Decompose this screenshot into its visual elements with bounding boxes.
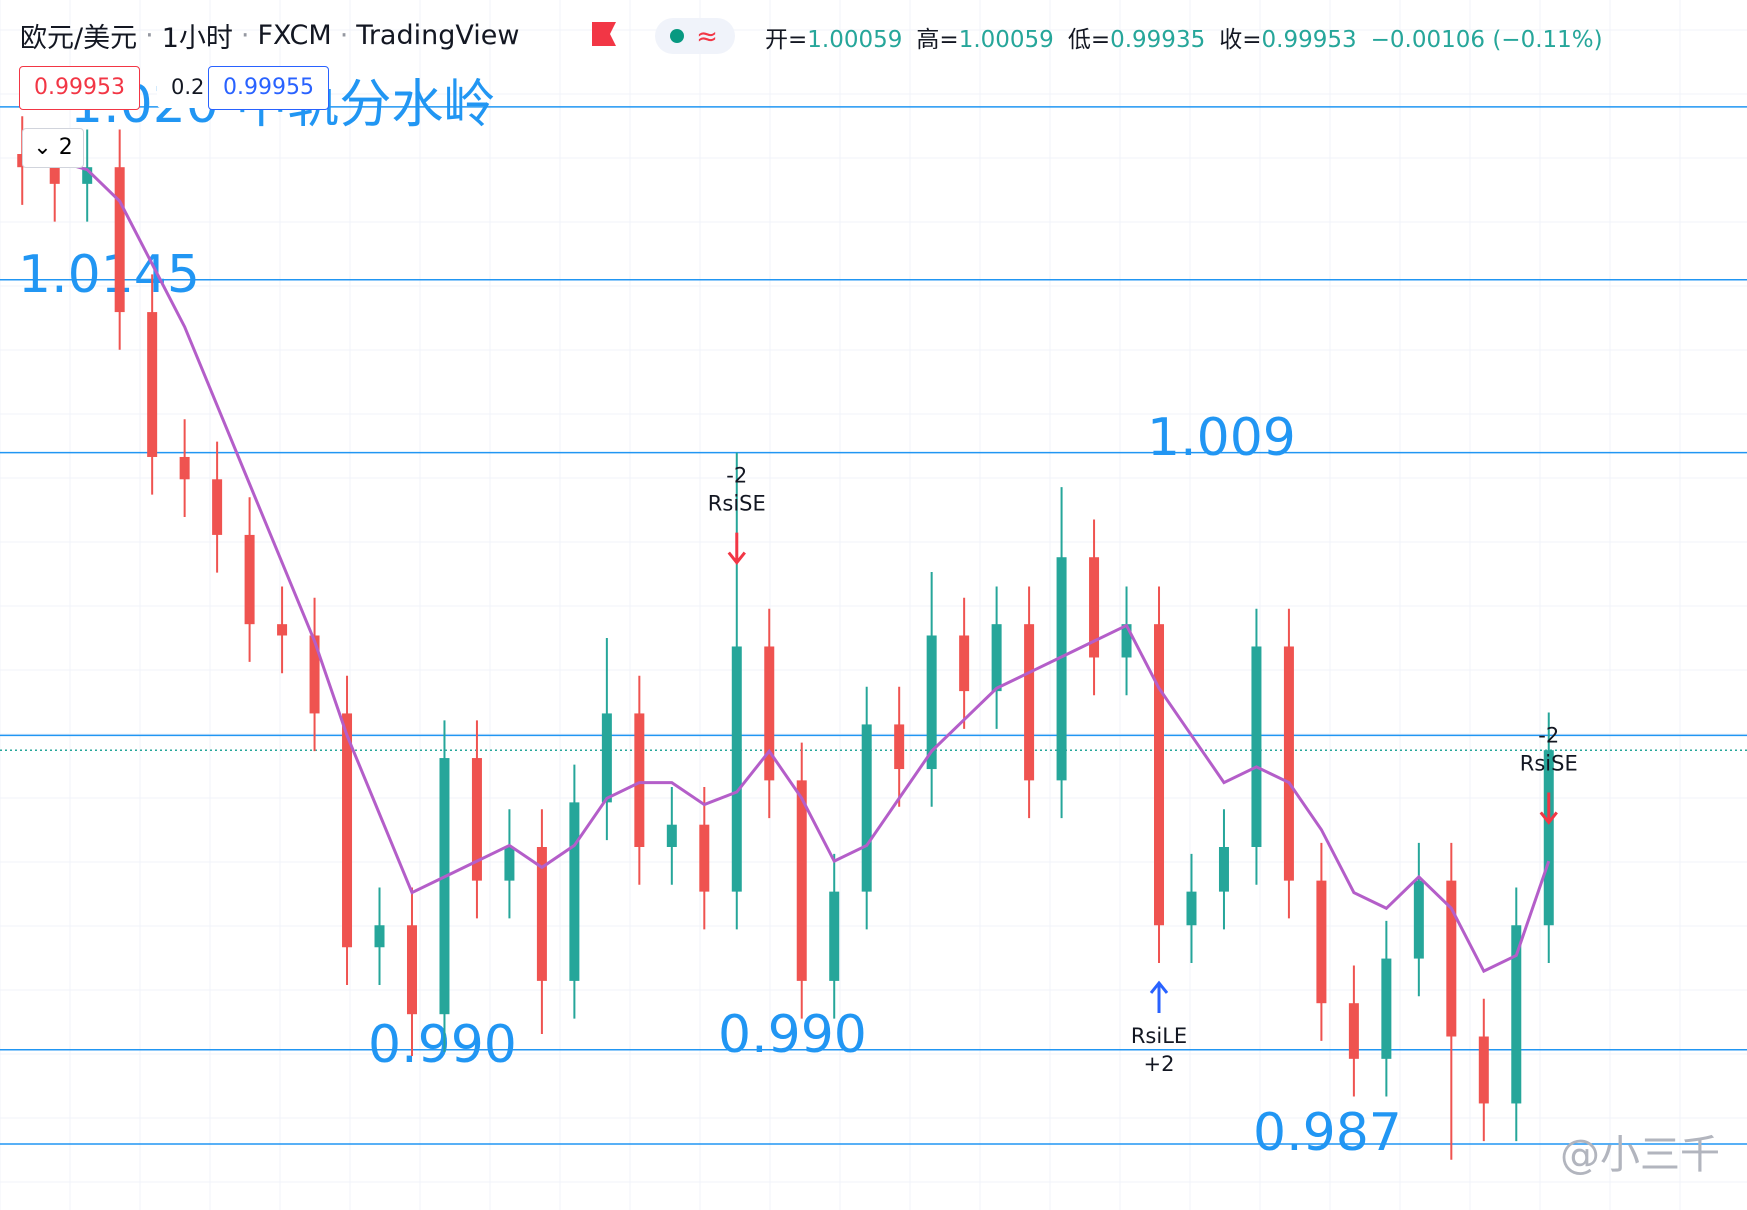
candle-body	[374, 925, 385, 948]
ohlc-value: 1.00059	[807, 27, 903, 53]
candle-body	[959, 635, 970, 692]
candle-body	[1218, 847, 1229, 892]
signal-label: -2	[1538, 723, 1559, 747]
buy-price[interactable]: 0.99955	[208, 66, 329, 110]
platform: TradingView	[356, 20, 520, 51]
level-label: 0.987	[1253, 1103, 1402, 1163]
signal-label: +2	[1144, 1052, 1175, 1076]
level-label: 1.009	[1147, 408, 1296, 468]
sell-price[interactable]: 0.99953	[19, 66, 140, 110]
symbol[interactable]: 欧元/美元	[20, 23, 138, 54]
candle-body	[82, 167, 93, 184]
candle-body	[1511, 925, 1522, 1104]
signal-label: RsiSE	[1520, 751, 1578, 775]
candle-body	[1251, 646, 1262, 847]
candle-body	[796, 780, 807, 981]
candle-body	[471, 758, 482, 881]
candle-body	[829, 891, 840, 981]
ohlc-label: 收=	[1219, 27, 1262, 53]
status-icons: ≈	[670, 22, 718, 52]
candle-body	[179, 456, 190, 480]
candle-body	[1089, 557, 1100, 658]
candle-body	[244, 534, 255, 625]
candle-body	[569, 802, 580, 981]
candle-body	[1186, 891, 1197, 926]
signal-label: -2	[726, 464, 747, 488]
status-pill[interactable]: ≈	[655, 18, 735, 54]
candle-body	[114, 167, 125, 313]
candle-body	[1478, 1036, 1489, 1104]
signal-arrow	[1539, 792, 1558, 825]
candle-body	[309, 635, 320, 714]
level-label: 0.990	[718, 1005, 867, 1065]
ohlc-legend: 开=1.00059 高=1.00059 低=0.99935 收=0.99953 −0.0…	[765, 20, 1617, 54]
candle-body	[666, 824, 677, 847]
ohlc-label: 低=	[1067, 27, 1111, 53]
level-label: 1.0145	[18, 245, 200, 305]
candle-body	[439, 758, 450, 1015]
candle-body	[1154, 624, 1165, 926]
candle-body	[277, 624, 288, 636]
signal-label: RsiLE	[1131, 1024, 1187, 1048]
level-label: 0.990	[368, 1015, 517, 1075]
candle-body	[634, 713, 645, 847]
candle-body	[1316, 880, 1327, 1004]
symbol-header: 欧元/美元 · 1小时 · FXCM · TradingView	[20, 16, 519, 55]
ohlc-value: 0.99953	[1261, 27, 1357, 53]
candle-body	[1446, 880, 1457, 1037]
candle-body	[536, 847, 547, 981]
indicator-count: 2	[58, 135, 73, 160]
signal-arrow	[1149, 980, 1169, 1013]
candle-body	[1056, 557, 1067, 781]
candle-body	[1381, 958, 1392, 1059]
candle-body	[894, 724, 905, 770]
candle-body	[991, 624, 1002, 692]
candle-body	[406, 925, 417, 1015]
candle-body	[699, 824, 710, 892]
candle-body	[1543, 750, 1554, 926]
candle-body	[601, 713, 612, 803]
watermark: @小三千	[1560, 1132, 1720, 1178]
candle-body	[1413, 880, 1424, 959]
interval[interactable]: 1小时	[161, 23, 233, 54]
candle-body	[926, 635, 937, 770]
candle-body	[764, 646, 775, 781]
ohlc-value: 1.00059	[958, 27, 1054, 53]
source: FXCM	[257, 20, 332, 51]
candle-body	[212, 479, 223, 535]
candle-body	[342, 713, 353, 948]
candle-body	[1121, 624, 1132, 658]
ohlc-label: 高=	[916, 27, 959, 53]
candle-body	[861, 724, 872, 892]
ohlc-value: 0.99935	[1110, 27, 1206, 53]
indicator-toggle[interactable]: ⌄ 2	[22, 128, 84, 168]
candle-body	[1348, 1003, 1359, 1059]
signal-arrow	[727, 532, 746, 565]
signal-label: RsiSE	[708, 492, 766, 516]
candle-body	[504, 847, 515, 881]
candle-body	[49, 167, 60, 184]
moving-average	[21, 152, 1551, 974]
candle-body	[1283, 646, 1294, 881]
candle-body	[731, 646, 742, 892]
candle-body	[1024, 624, 1035, 781]
candle-body	[147, 312, 158, 457]
ohlc-label: 开=	[765, 27, 808, 53]
price-change: −0.00106 (−0.11%)	[1370, 27, 1603, 53]
svg-text:≈: ≈	[696, 22, 718, 52]
